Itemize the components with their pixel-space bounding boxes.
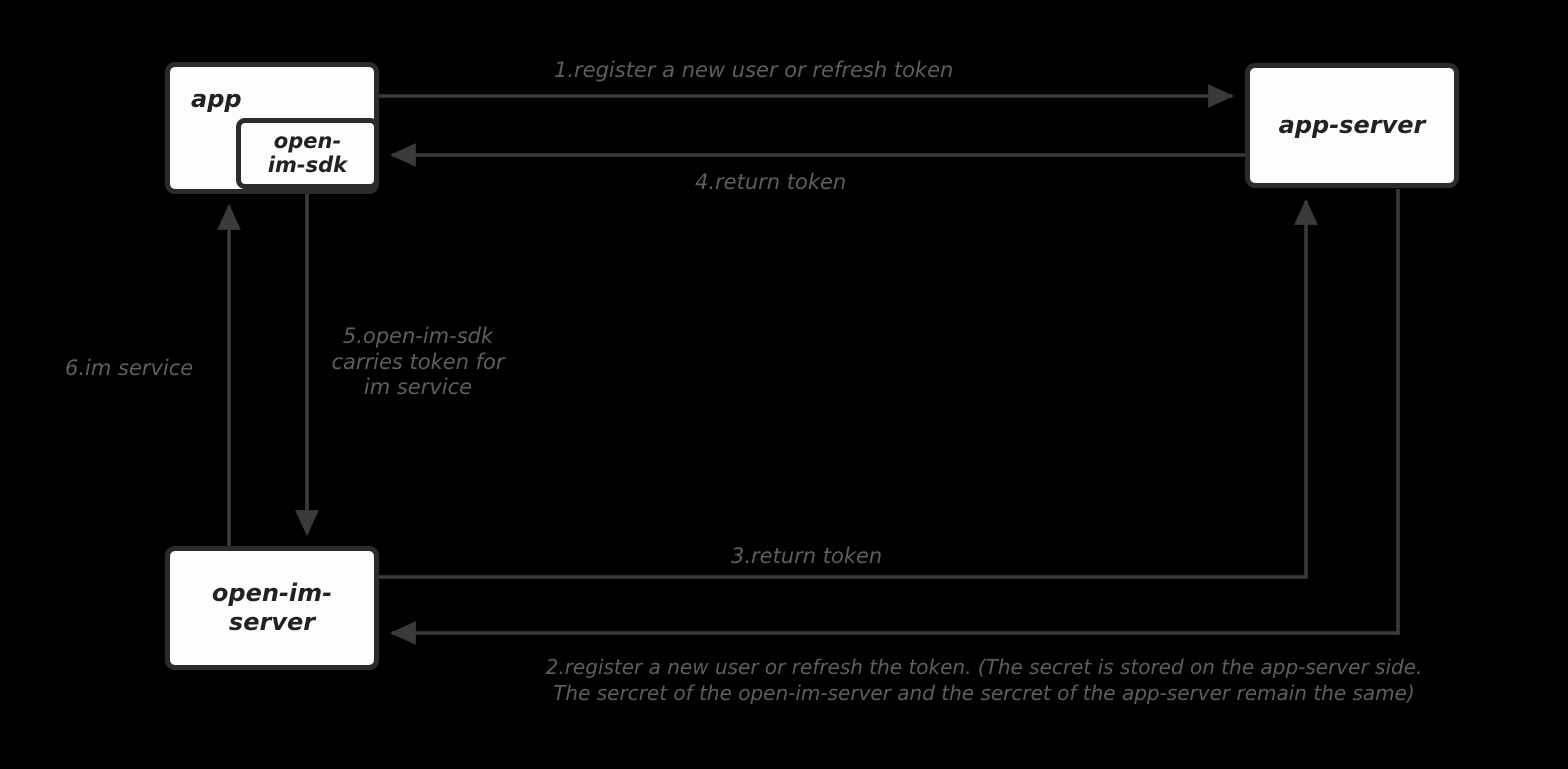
node-open-im-sdk[interactable]: open- im-sdk xyxy=(236,118,379,189)
edge-2-register-or-refresh-the-token xyxy=(389,189,1400,645)
edge-label-3: 3.return token xyxy=(731,544,883,568)
edge-label-6: 6.im service xyxy=(65,356,194,380)
edge-label-4: 4.return token xyxy=(695,170,847,194)
edge-label-1: 1.register a new user or refresh token xyxy=(554,58,954,82)
node-open-im-sdk-label: open- im-sdk xyxy=(267,128,348,177)
edge-3-return-token xyxy=(379,198,1318,579)
edge-label-5: 5.open-im-sdk carries token for im servi… xyxy=(331,324,505,400)
node-app-server-label: app-server xyxy=(1278,111,1426,140)
node-app-label: app xyxy=(191,85,242,113)
node-open-im-server[interactable]: open-im- server xyxy=(165,546,379,670)
node-app-server[interactable]: app-server xyxy=(1245,63,1459,188)
edge-label-2: 2.register a new user or refresh the tok… xyxy=(545,655,1423,705)
node-open-im-server-label: open-im- server xyxy=(211,579,333,636)
